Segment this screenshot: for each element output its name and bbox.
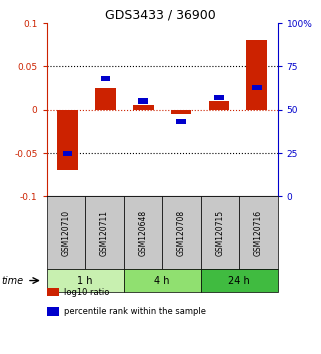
Text: 1 h: 1 h (77, 275, 93, 286)
Bar (57, 110, 78, 171)
Bar (214, 95, 224, 100)
Bar (100, 76, 110, 81)
Text: GSM120716: GSM120716 (254, 210, 263, 256)
Bar (176, 119, 186, 125)
Bar (171, 110, 191, 114)
Bar (95, 88, 116, 110)
Bar (209, 101, 230, 110)
Text: GSM120710: GSM120710 (61, 210, 70, 256)
Text: GDS3433 / 36900: GDS3433 / 36900 (105, 9, 216, 22)
Text: time: time (2, 275, 24, 286)
Text: GSM120711: GSM120711 (100, 210, 109, 256)
Bar (252, 85, 262, 90)
Text: log10 ratio: log10 ratio (64, 287, 109, 297)
Bar (138, 98, 148, 104)
Text: GSM120715: GSM120715 (215, 210, 224, 256)
Bar (247, 40, 267, 110)
Text: percentile rank within the sample: percentile rank within the sample (64, 307, 205, 316)
Text: 4 h: 4 h (154, 275, 170, 286)
Text: GSM120648: GSM120648 (138, 210, 147, 256)
Text: 24 h: 24 h (228, 275, 250, 286)
Bar (133, 105, 153, 110)
Bar (63, 150, 72, 156)
Text: GSM120708: GSM120708 (177, 210, 186, 256)
